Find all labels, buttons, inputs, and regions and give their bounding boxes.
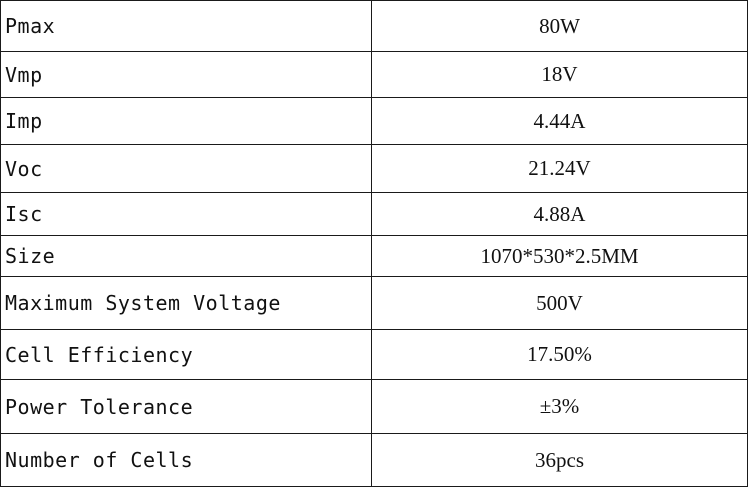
table-row: Cell Efficiency 17.50% bbox=[0, 329, 748, 380]
param-name: Number of Cells bbox=[0, 433, 372, 487]
param-name: Pmax bbox=[0, 0, 372, 52]
param-value: 17.50% bbox=[371, 329, 748, 380]
param-value: 500V bbox=[371, 276, 748, 330]
param-name: Power Tolerance bbox=[0, 379, 372, 434]
param-name: Cell Efficiency bbox=[0, 329, 372, 380]
param-value: 4.44A bbox=[371, 97, 748, 145]
table-row: Voc 21.24V bbox=[0, 144, 748, 193]
param-name: Isc bbox=[0, 192, 372, 236]
table-row: Imp 4.44A bbox=[0, 97, 748, 145]
param-name: Maximum System Voltage bbox=[0, 276, 372, 330]
param-value: 21.24V bbox=[371, 144, 748, 193]
param-value: 80W bbox=[371, 0, 748, 52]
table-row: Pmax 80W bbox=[0, 0, 748, 52]
param-name: Voc bbox=[0, 144, 372, 193]
param-value: 4.88A bbox=[371, 192, 748, 236]
param-value: ±3% bbox=[371, 379, 748, 434]
table-row: Power Tolerance ±3% bbox=[0, 379, 748, 434]
param-name: Imp bbox=[0, 97, 372, 145]
table-row: Size 1070*530*2.5MM bbox=[0, 235, 748, 277]
table-row: Number of Cells 36pcs bbox=[0, 433, 748, 487]
table-row: Vmp 18V bbox=[0, 51, 748, 98]
param-value: 36pcs bbox=[371, 433, 748, 487]
param-value: 18V bbox=[371, 51, 748, 98]
param-name: Size bbox=[0, 235, 372, 277]
table-row: Isc 4.88A bbox=[0, 192, 748, 236]
param-value: 1070*530*2.5MM bbox=[371, 235, 748, 277]
table-row: Maximum System Voltage 500V bbox=[0, 276, 748, 330]
param-name: Vmp bbox=[0, 51, 372, 98]
